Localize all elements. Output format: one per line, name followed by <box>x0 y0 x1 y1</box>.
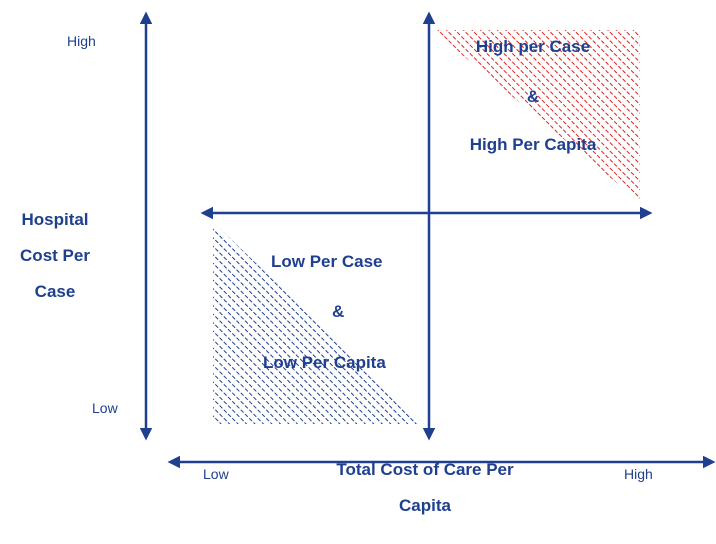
x-axis-title: Total Cost of Care Per Capita <box>290 452 560 524</box>
high-quadrant-line-3: High Per Capita <box>469 135 597 154</box>
y-axis-title-line-3: Case <box>34 282 76 301</box>
low-quadrant-line-2: & <box>332 302 345 321</box>
high-quadrant-label: High per Case & High Per Capita <box>438 34 628 158</box>
x-axis-title-line-2: Capita <box>399 496 451 515</box>
y-axis-high-label: High <box>67 33 96 49</box>
x-axis-title-line-1: Total Cost of Care Per <box>336 460 514 479</box>
low-quadrant-hatch <box>213 222 424 424</box>
y-axis-title: Hospital Cost Per Case <box>0 202 110 310</box>
x-axis-low-label: Low <box>203 466 229 482</box>
y-axis-title-line-2: Cost Per <box>20 246 90 265</box>
high-quadrant-line-2: & <box>526 87 540 106</box>
high-quadrant-line-1: High per Case <box>475 37 591 56</box>
low-quadrant-line-1: Low Per Case <box>271 252 383 271</box>
high-quadrant-hatch <box>432 30 640 202</box>
x-axis-high-label: High <box>624 466 653 482</box>
y-axis-low-label: Low <box>92 400 118 416</box>
low-quadrant-line-3: Low Per Capita <box>263 353 386 372</box>
y-axis-title-line-1: Hospital <box>21 210 89 229</box>
